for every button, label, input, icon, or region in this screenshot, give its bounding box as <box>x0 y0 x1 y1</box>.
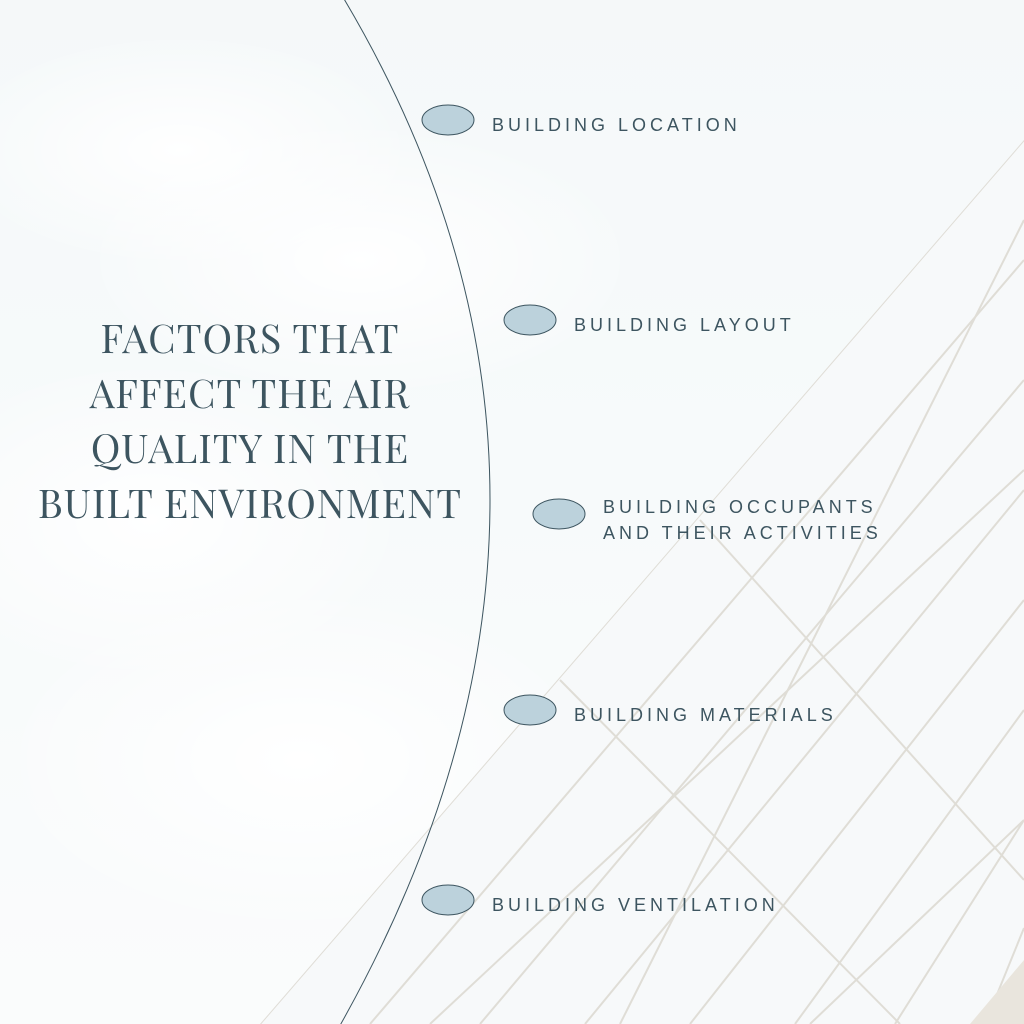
title-line: QUALITY IN THE <box>0 420 500 475</box>
factor-node-3 <box>504 695 556 725</box>
factor-label-4: BUILDING VENTILATION <box>492 892 779 918</box>
factor-label-3: BUILDING MATERIALS <box>574 702 837 728</box>
factor-label-1: BUILDING LAYOUT <box>574 312 795 338</box>
main-title: FACTORS THATAFFECT THE AIRQUALITY IN THE… <box>0 310 500 530</box>
factor-node-2 <box>533 499 585 529</box>
factor-node-0 <box>422 105 474 135</box>
factor-node-1 <box>504 305 556 335</box>
title-line: BUILT ENVIRONMENT <box>0 475 500 530</box>
infographic-canvas: FACTORS THATAFFECT THE AIRQUALITY IN THE… <box>0 0 1024 1024</box>
title-line: AFFECT THE AIR <box>0 365 500 420</box>
factor-label-0: BUILDING LOCATION <box>492 112 741 138</box>
factor-node-4 <box>422 885 474 915</box>
factor-label-2: BUILDING OCCUPANTS AND THEIR ACTIVITIES <box>603 494 882 546</box>
title-line: FACTORS THAT <box>0 310 500 365</box>
